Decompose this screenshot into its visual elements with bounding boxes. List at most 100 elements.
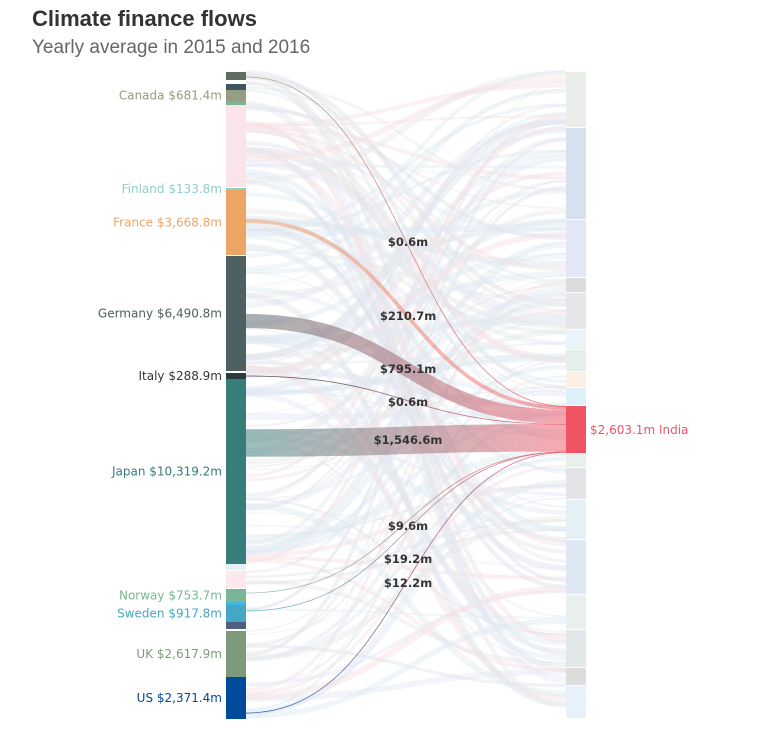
source-node-sweden[interactable]: [226, 605, 246, 622]
target-node[interactable]: [566, 453, 586, 467]
flow-value-label: $0.6m: [388, 395, 428, 409]
background-flow: [245, 241, 567, 553]
source-node-us[interactable]: [226, 677, 246, 719]
source-label: Norway $753.7m: [119, 589, 222, 603]
target-node-india[interactable]: [566, 406, 586, 453]
target-node[interactable]: [566, 350, 586, 371]
background-flow: [245, 138, 567, 657]
background-flow: [245, 149, 567, 233]
background-flow: [245, 171, 567, 374]
flow-italy-india[interactable]: [245, 375, 567, 425]
background-flow: [245, 219, 567, 298]
background-flow: [245, 179, 567, 512]
background-flow: [245, 70, 567, 390]
background-flow: [245, 115, 567, 127]
background-flow: [245, 70, 567, 258]
background-flow: [245, 375, 567, 646]
background-flow: [245, 129, 567, 365]
background-flow: [245, 224, 567, 554]
flow-france-india[interactable]: [245, 219, 567, 410]
background-flow: [245, 126, 567, 478]
flow-us-india[interactable]: [245, 451, 567, 714]
background-flow: [245, 252, 567, 508]
target-node[interactable]: [566, 293, 586, 329]
source-node[interactable]: [226, 84, 246, 90]
background-flow: [245, 339, 567, 653]
background-flow: [245, 126, 567, 361]
target-node[interactable]: [566, 72, 586, 127]
background-flow: [245, 618, 567, 719]
background-flow: [245, 103, 567, 232]
source-node[interactable]: [226, 105, 246, 187]
source-node[interactable]: [226, 101, 246, 105]
background-flow: [245, 457, 567, 661]
background-flow: [245, 146, 567, 363]
source-label: Japan $10,319.2m: [111, 465, 222, 479]
source-node-canada[interactable]: [226, 90, 246, 101]
background-flow: [245, 392, 567, 661]
background-flow: [245, 356, 567, 646]
background-flow: [245, 131, 567, 393]
background-flow: [245, 86, 567, 283]
source-node-finland[interactable]: [226, 188, 246, 190]
target-node[interactable]: [566, 686, 586, 718]
background-flow: [245, 519, 567, 578]
source-node[interactable]: [226, 564, 246, 570]
background-flow: [245, 484, 567, 558]
flow-germany-india[interactable]: [245, 313, 567, 424]
background-flow: [245, 150, 567, 379]
target-node[interactable]: [566, 468, 586, 499]
target-node[interactable]: [566, 668, 586, 685]
background-flow: [245, 89, 567, 421]
background-flow: [245, 74, 567, 308]
source-node[interactable]: [226, 571, 246, 588]
flow-value-label: $1,546.6m: [374, 433, 443, 447]
target-node[interactable]: [566, 330, 586, 349]
background-flow: [245, 608, 567, 619]
background-flow: [245, 319, 567, 468]
source-node[interactable]: [226, 622, 246, 629]
background-flow: [245, 209, 567, 443]
source-node-germany[interactable]: [226, 256, 246, 371]
background-flow: [245, 449, 567, 544]
source-node-japan[interactable]: [226, 379, 246, 564]
background-flow: [245, 271, 567, 342]
target-node[interactable]: [566, 595, 586, 629]
flow-value-label: $12.2m: [384, 576, 432, 590]
source-label: Sweden $917.8m: [117, 607, 222, 621]
background-flow: [245, 100, 567, 684]
background-flow: [245, 366, 567, 410]
source-node-italy[interactable]: [226, 373, 246, 379]
target-node[interactable]: [566, 630, 586, 667]
source-label: Italy $288.9m: [138, 369, 222, 383]
background-flow: [245, 354, 567, 365]
flow-sweden-india[interactable]: [245, 451, 567, 612]
source-node-norway[interactable]: [226, 589, 246, 602]
source-node[interactable]: [226, 72, 246, 80]
background-flow: [245, 111, 567, 390]
flow-value-label: $9.6m: [388, 519, 428, 533]
flow-value-label: $210.7m: [380, 309, 436, 323]
target-node[interactable]: [566, 500, 586, 539]
flow-canada-india[interactable]: [245, 76, 567, 407]
target-node[interactable]: [566, 388, 586, 405]
target-node[interactable]: [566, 220, 586, 277]
source-node-france[interactable]: [226, 190, 246, 255]
flow-norway-india[interactable]: [245, 451, 567, 594]
flow-japan-india[interactable]: [245, 423, 567, 457]
background-flow: [245, 218, 567, 269]
background-flow: [245, 411, 567, 555]
target-node[interactable]: [566, 278, 586, 292]
source-node[interactable]: [226, 602, 246, 605]
background-flow: [245, 75, 567, 564]
background-flow: [245, 159, 567, 179]
background-flow: [245, 359, 567, 711]
target-node[interactable]: [566, 372, 586, 387]
background-flow: [245, 589, 567, 686]
background-flow: [245, 555, 567, 581]
target-node[interactable]: [566, 540, 586, 594]
source-node-uk[interactable]: [226, 631, 246, 677]
target-node[interactable]: [566, 128, 586, 219]
background-flow: [245, 502, 567, 697]
